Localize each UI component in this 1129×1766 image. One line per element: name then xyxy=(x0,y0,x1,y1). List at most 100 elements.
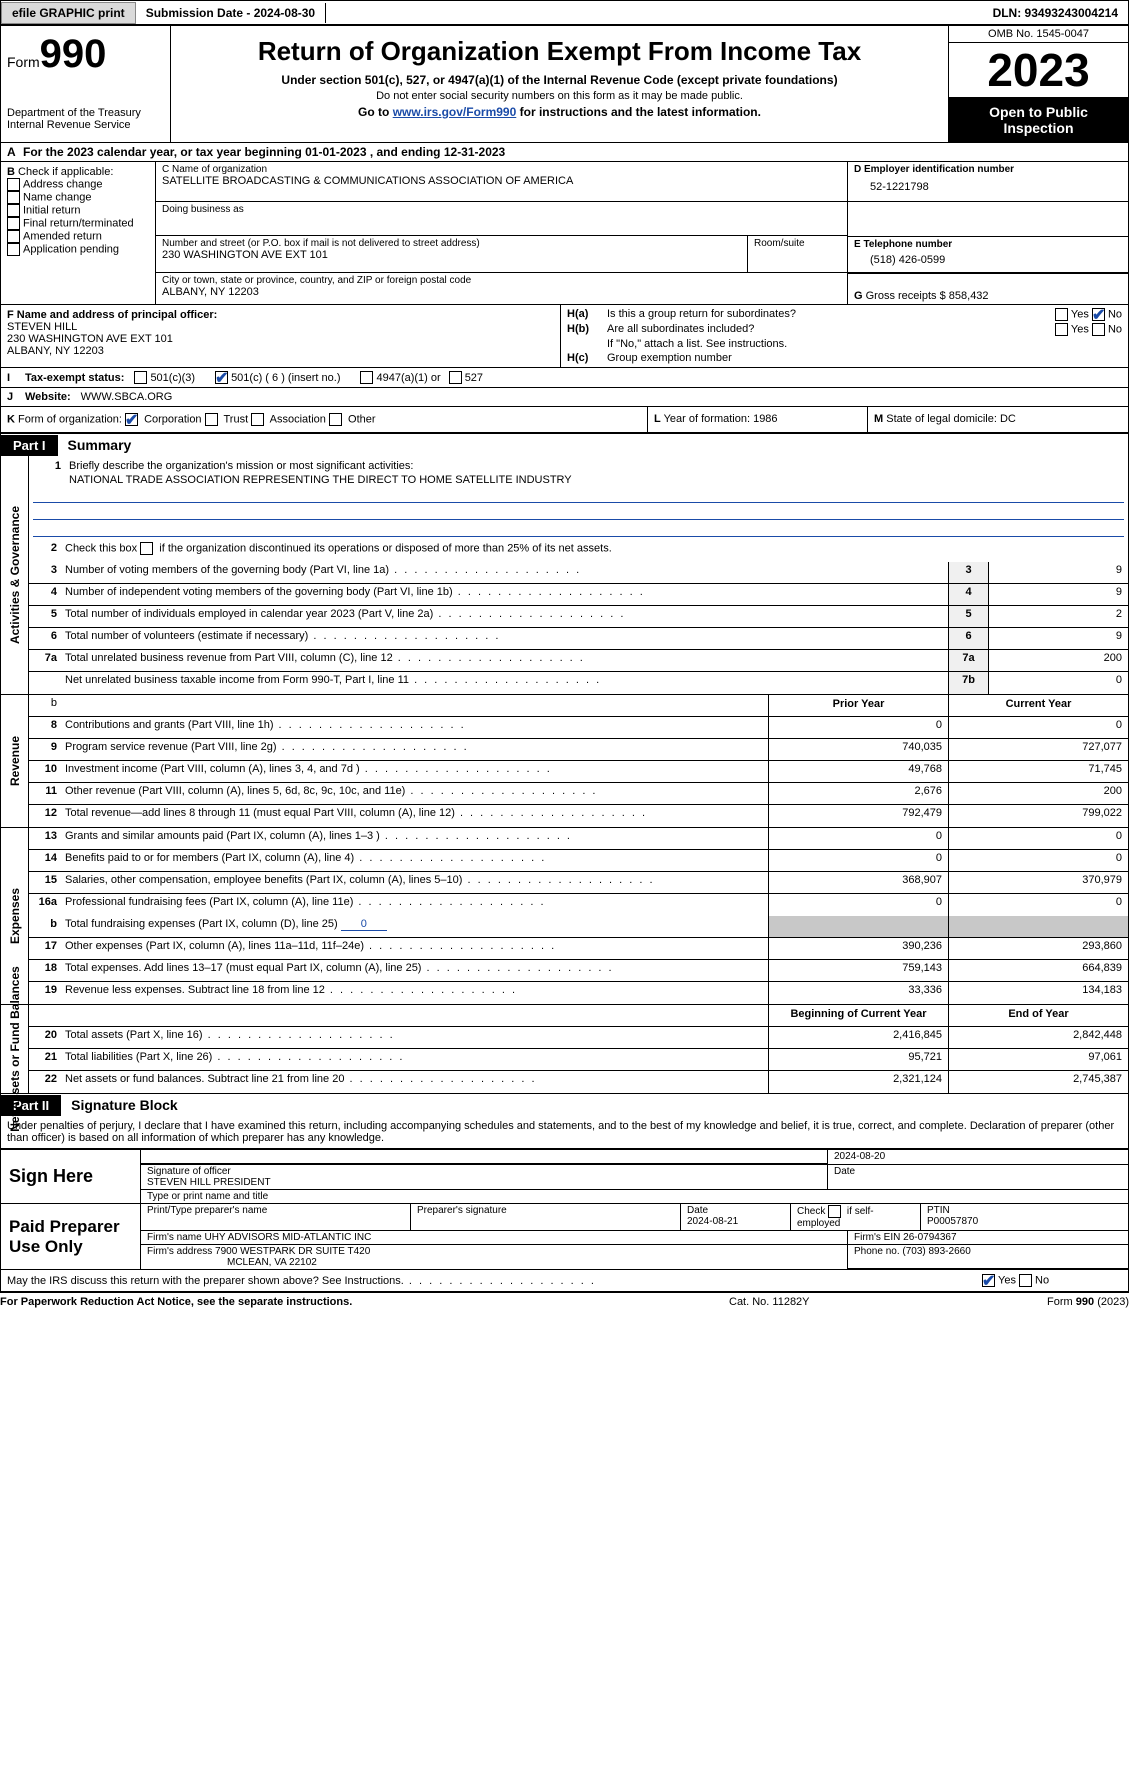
prior-val: 759,143 xyxy=(768,960,948,981)
hb-no-checkbox[interactable] xyxy=(1092,323,1105,336)
table-row: 17Other expenses (Part IX, column (A), l… xyxy=(29,938,1128,960)
line-desc: Grants and similar amounts paid (Part IX… xyxy=(61,828,768,849)
discuss-yes-label: Yes xyxy=(998,1274,1016,1286)
page-footer: For Paperwork Reduction Act Notice, see … xyxy=(0,1292,1129,1311)
row-a-text: For the 2023 calendar year, or tax year … xyxy=(23,145,505,159)
chk-discuss-no[interactable] xyxy=(1019,1274,1032,1287)
chk-initial-return[interactable]: Initial return xyxy=(7,204,149,217)
section-governance: Activities & Governance 1Briefly describ… xyxy=(0,456,1129,695)
row-k-label: Form of organization: xyxy=(18,413,122,425)
line-6-desc: Total number of volunteers (estimate if … xyxy=(61,628,948,649)
row-m-letter: M xyxy=(874,413,883,425)
ha-no-checkbox[interactable] xyxy=(1092,308,1105,321)
address-label: Number and street (or P.O. box if mail i… xyxy=(162,238,741,249)
chk-self-employed[interactable] xyxy=(828,1205,841,1218)
line-5-box: 5 xyxy=(948,606,988,627)
row-j-letter: J xyxy=(7,391,25,403)
submission-date: Submission Date - 2024-08-30 xyxy=(136,3,326,23)
officer-signature-line[interactable] xyxy=(141,1150,828,1164)
chk-other[interactable] xyxy=(329,413,342,426)
h-b: H(b) Are all subordinates included? Yes … xyxy=(567,322,1122,337)
curr-val: 799,022 xyxy=(948,805,1128,827)
chk-527[interactable] xyxy=(449,371,462,384)
prior-val: 95,721 xyxy=(768,1049,948,1070)
chk-address-change[interactable]: Address change xyxy=(7,178,149,191)
year-formation: Year of formation: 1986 xyxy=(664,413,778,425)
chk-501c3[interactable] xyxy=(134,371,147,384)
line-num: 22 xyxy=(29,1071,61,1093)
opt-4947: 4947(a)(1) or xyxy=(376,372,440,384)
curr-val: 293,860 xyxy=(948,938,1128,959)
prior-val: 390,236 xyxy=(768,938,948,959)
line-desc: Program service revenue (Part VIII, line… xyxy=(61,739,768,760)
firm-phone: (703) 893-2660 xyxy=(902,1246,970,1257)
line-num: 17 xyxy=(29,938,61,959)
chk-501c[interactable] xyxy=(215,371,228,384)
line-4-val: 9 xyxy=(988,584,1128,605)
prior-val: 49,768 xyxy=(768,761,948,782)
table-row: 9Program service revenue (Part VIII, lin… xyxy=(29,739,1128,761)
address-value: 230 WASHINGTON AVE EXT 101 xyxy=(162,249,741,261)
org-name: SATELLITE BROADCASTING & COMMUNICATIONS … xyxy=(162,175,841,187)
chk-amended-return[interactable]: Amended return xyxy=(7,230,149,243)
line-7b-val: 0 xyxy=(988,672,1128,694)
ha-yes-checkbox[interactable] xyxy=(1055,308,1068,321)
website-value: WWW.SBCA.ORG xyxy=(81,391,173,403)
ha-no-label: No xyxy=(1108,308,1122,320)
opt-527: 527 xyxy=(465,372,483,384)
line-num: 19 xyxy=(29,982,61,1004)
chk-discontinued[interactable] xyxy=(140,542,153,555)
table-row: 11Other revenue (Part VIII, column (A), … xyxy=(29,783,1128,805)
chk-discuss-yes[interactable] xyxy=(982,1274,995,1287)
vlabel-net-assets: Net Assets or Fund Balances xyxy=(1,1005,29,1093)
line-7b-num xyxy=(29,672,61,694)
part-1-title: Summary xyxy=(58,434,142,456)
chk-final-return[interactable]: Final return/terminated xyxy=(7,217,149,230)
line-16b-desc: Total fundraising expenses (Part IX, col… xyxy=(61,916,768,937)
prep-name-label: Print/Type preparer's name xyxy=(141,1204,411,1230)
line-7a-num: 7a xyxy=(29,650,61,671)
chk-association[interactable] xyxy=(251,413,264,426)
line-5-desc: Total number of individuals employed in … xyxy=(61,606,948,627)
line-num: 20 xyxy=(29,1027,61,1048)
box-b-letter: B xyxy=(7,166,15,178)
line-num: 15 xyxy=(29,872,61,893)
chk-application-pending[interactable]: Application pending xyxy=(7,243,149,256)
opt-corp: Corporation xyxy=(144,413,201,425)
dba-label: Doing business as xyxy=(162,204,841,215)
gross-receipts-value: 858,432 xyxy=(949,290,989,302)
irs-link[interactable]: www.irs.gov/Form990 xyxy=(393,105,517,119)
hb-yes-checkbox[interactable] xyxy=(1055,323,1068,336)
opt-assoc: Association xyxy=(270,413,326,425)
line-num: 9 xyxy=(29,739,61,760)
section-revenue: Revenue bPrior YearCurrent Year 8Contrib… xyxy=(0,695,1129,828)
ein-value: 52-1221798 xyxy=(854,175,1122,199)
opt-501c: 501(c) ( 6 ) (insert no.) xyxy=(231,372,340,384)
line-desc: Investment income (Part VIII, column (A)… xyxy=(61,761,768,782)
part-1-tag: Part I xyxy=(1,435,58,456)
line-num: 18 xyxy=(29,960,61,981)
opt-other: Other xyxy=(348,413,376,425)
state-domicile: State of legal domicile: DC xyxy=(886,413,1016,425)
opt-501c3: 501(c)(3) xyxy=(150,372,195,384)
part-2-header: Part II Signature Block xyxy=(0,1094,1129,1116)
line-3-desc: Number of voting members of the governin… xyxy=(61,562,948,583)
line-7b-box: 7b xyxy=(948,672,988,694)
line-num: 21 xyxy=(29,1049,61,1070)
prior-val: 368,907 xyxy=(768,872,948,893)
line-num: 14 xyxy=(29,850,61,871)
row-j-website: J Website: WWW.SBCA.ORG xyxy=(0,387,1129,406)
line-num: 10 xyxy=(29,761,61,782)
form-word: Form xyxy=(7,54,40,70)
efile-print-button[interactable]: efile GRAPHIC print xyxy=(1,2,136,24)
chk-corporation[interactable] xyxy=(125,413,138,426)
form-subtitle-1: Under section 501(c), 527, or 4947(a)(1)… xyxy=(181,71,938,89)
chk-4947[interactable] xyxy=(360,371,373,384)
chk-trust[interactable] xyxy=(205,413,218,426)
curr-val: 0 xyxy=(948,894,1128,916)
officer-label: F Name and address of principal officer: xyxy=(7,309,554,321)
line-5-num: 5 xyxy=(29,606,61,627)
hdr-current-year: Current Year xyxy=(948,695,1128,716)
row-a-tax-year: A For the 2023 calendar year, or tax yea… xyxy=(0,142,1129,162)
chk-name-change[interactable]: Name change xyxy=(7,191,149,204)
